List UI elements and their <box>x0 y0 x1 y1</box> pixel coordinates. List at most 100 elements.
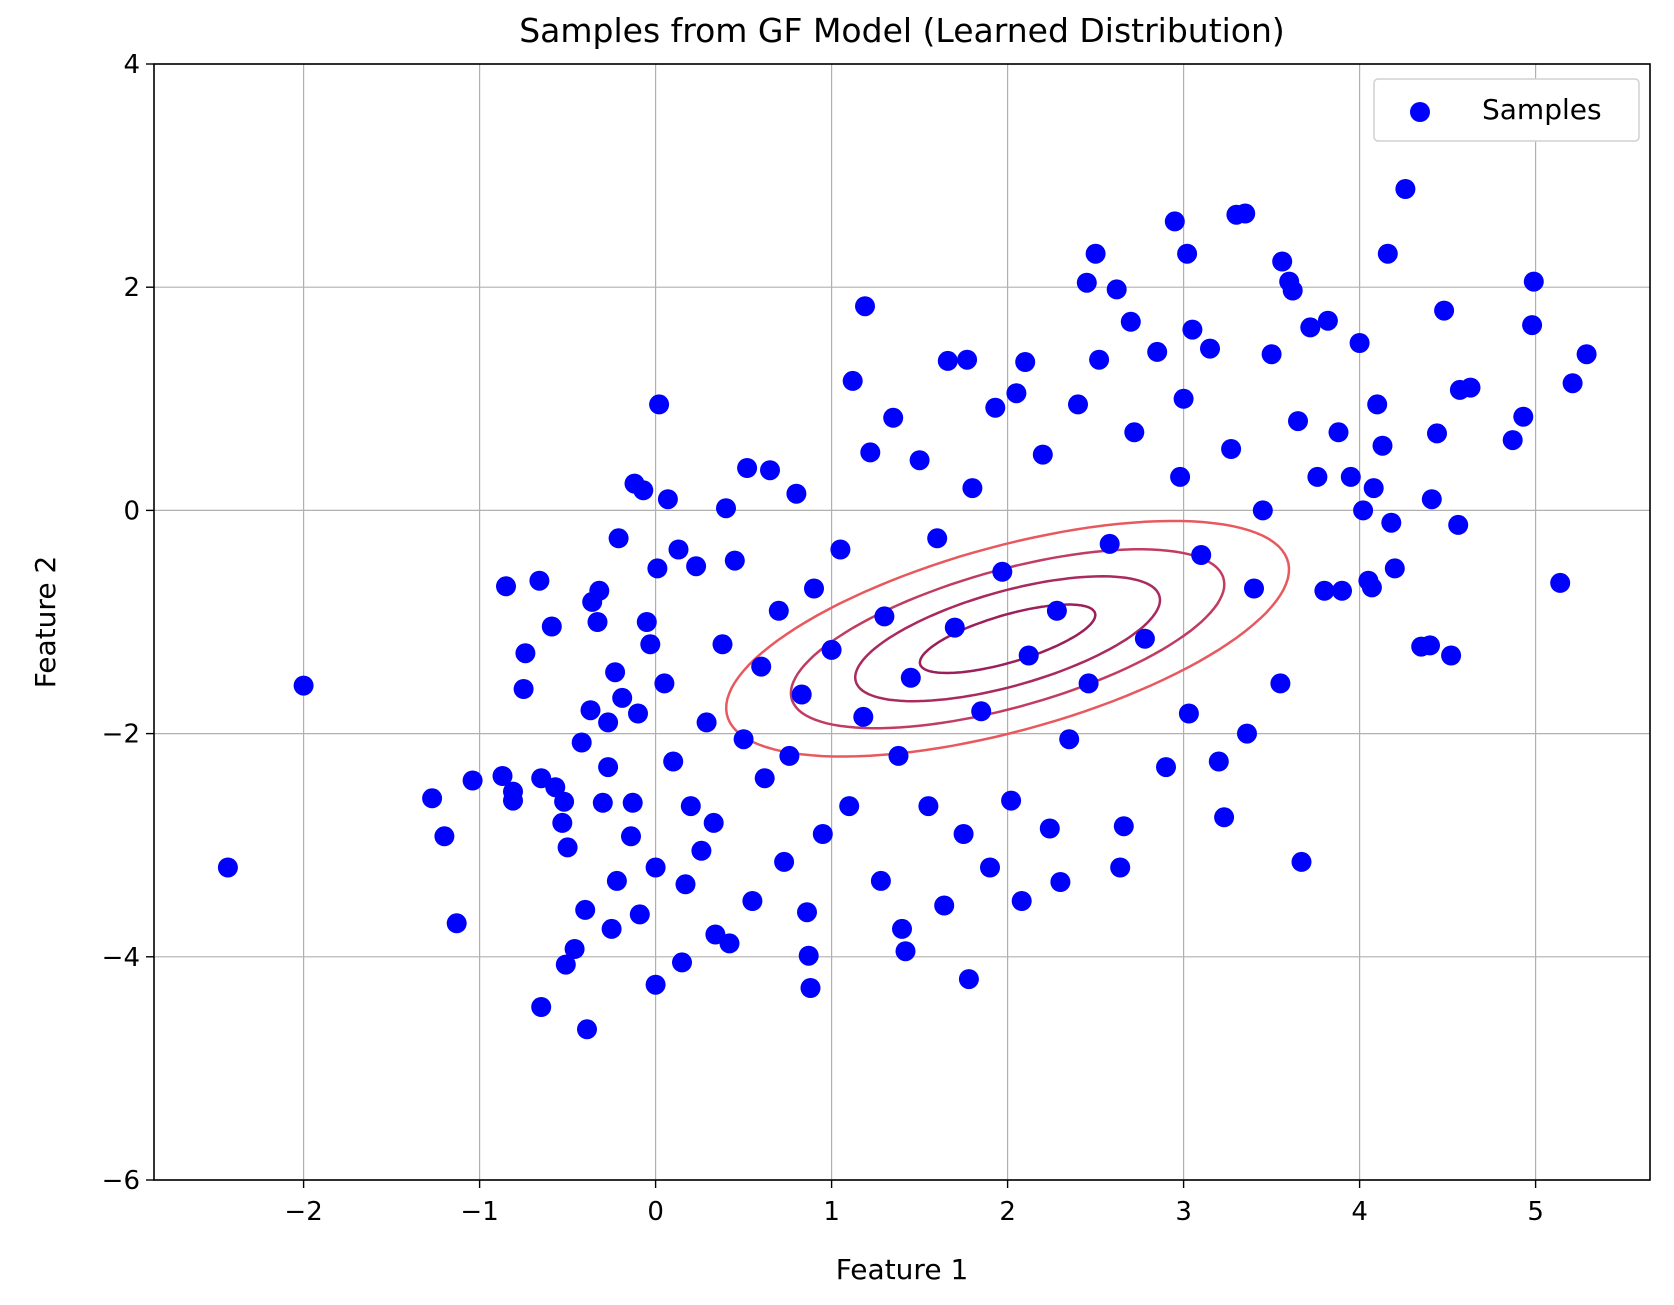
sample-point <box>909 450 930 471</box>
x-tick-label: 4 <box>1351 1197 1368 1227</box>
sample-point <box>958 969 979 990</box>
sample-point <box>719 933 740 954</box>
x-tick-label: 2 <box>999 1197 1016 1227</box>
sample-point <box>1332 580 1352 601</box>
sample-point <box>1317 310 1338 331</box>
sample-point <box>1502 430 1523 451</box>
sample-point <box>557 837 578 858</box>
sample-point <box>1252 500 1273 521</box>
x-tick-label: 3 <box>1175 1197 1192 1227</box>
sample-point <box>1191 545 1212 565</box>
sample-point <box>786 483 807 504</box>
sample-point <box>1106 279 1127 300</box>
sample-point <box>1261 344 1282 365</box>
sample-point <box>434 826 455 847</box>
sample-point <box>640 634 661 655</box>
sample-point <box>1420 635 1440 656</box>
sample-point <box>724 550 745 571</box>
sample-point <box>737 458 758 478</box>
y-tick-label: 0 <box>123 496 140 526</box>
sample-point <box>622 792 643 813</box>
sample-point <box>1550 572 1571 593</box>
sample-point <box>1039 818 1060 839</box>
sample-point <box>874 606 895 627</box>
sample-point <box>672 952 692 973</box>
sample-point <box>1221 439 1242 459</box>
sample-point <box>686 556 707 577</box>
sample-point <box>1522 315 1543 336</box>
sample-point <box>760 460 780 481</box>
contour-ellipse <box>724 519 1291 758</box>
sample-point <box>934 895 955 916</box>
y-tick-label: −6 <box>102 1166 140 1196</box>
sample-point <box>791 684 812 705</box>
y-axis-ticks: −6 −4 −2 0 2 4 <box>102 50 154 1196</box>
sample-point <box>985 397 1006 418</box>
sample-point <box>1120 311 1141 332</box>
sample-point <box>1576 344 1597 365</box>
sample-point <box>1113 816 1134 837</box>
sample-point <box>1089 349 1110 370</box>
contour-ellipse <box>853 575 1162 703</box>
sample-point <box>1156 757 1176 778</box>
sample-point <box>645 857 666 878</box>
sample-point <box>1059 729 1080 750</box>
x-axis-ticks: −2 −1 0 1 2 3 4 5 <box>284 1180 1544 1227</box>
sample-point <box>1208 751 1229 772</box>
sample-point <box>992 561 1013 582</box>
sample-point <box>649 394 670 415</box>
sample-point <box>1237 723 1257 744</box>
y-axis-label: Feature 2 <box>29 556 62 689</box>
sample-point <box>1001 790 1022 811</box>
sample-point <box>663 751 684 772</box>
sample-point <box>629 904 650 925</box>
sample-point <box>654 673 675 694</box>
sample-point <box>1361 577 1382 598</box>
sample-point <box>1340 466 1361 487</box>
sample-point <box>751 656 772 677</box>
sample-point <box>918 796 939 817</box>
sample-point <box>927 528 948 549</box>
y-tick-label: 4 <box>123 50 140 80</box>
sample-point <box>1050 872 1071 892</box>
sample-point <box>860 442 881 463</box>
sample-point <box>545 777 566 798</box>
sample-point <box>1381 512 1402 533</box>
sample-point <box>601 918 622 939</box>
y-tick-label: −2 <box>102 720 140 750</box>
sample-point <box>1291 851 1312 872</box>
sample-point <box>645 974 666 995</box>
plot-area <box>154 64 1650 1180</box>
sample-point <box>515 643 536 664</box>
sample-point <box>774 851 795 872</box>
sample-point <box>1099 533 1120 554</box>
sample-point <box>839 796 860 817</box>
sample-point <box>1384 558 1405 579</box>
sample-point <box>1272 251 1293 272</box>
sample-point <box>592 792 613 813</box>
sample-point <box>1046 600 1067 621</box>
sample-point <box>779 745 800 766</box>
sample-point <box>937 350 958 371</box>
sample-point <box>883 407 904 428</box>
sample-point <box>606 870 627 891</box>
sample-point <box>541 616 562 637</box>
sample-point <box>636 612 657 632</box>
sample-point <box>1110 857 1131 878</box>
sample-point <box>1562 373 1583 394</box>
legend-box <box>1373 78 1640 142</box>
sample-point <box>564 939 585 959</box>
sample-point <box>768 600 789 621</box>
sample-point <box>462 770 483 791</box>
sample-point <box>1353 500 1374 521</box>
sample-point <box>577 1019 597 1040</box>
sample-point <box>496 576 516 597</box>
sample-point <box>1270 673 1291 694</box>
sample-point <box>647 558 668 579</box>
sample-point <box>842 370 863 391</box>
sample-point <box>1200 338 1220 359</box>
sample-point <box>1182 319 1203 340</box>
sample-point <box>1011 891 1032 911</box>
sample-point <box>962 478 983 499</box>
